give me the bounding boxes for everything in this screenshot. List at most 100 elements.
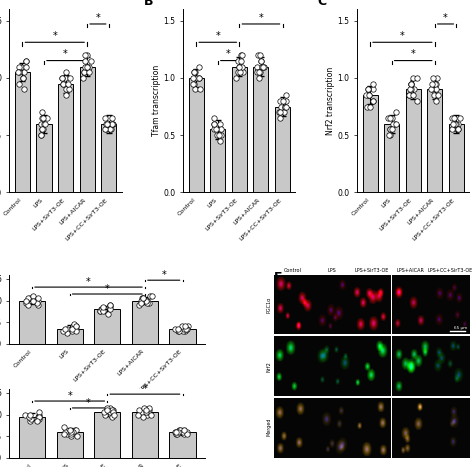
Point [96,308,104,315]
Point [104,404,111,412]
Point [60,327,67,334]
Point [67,430,74,438]
Bar [58,84,73,192]
Text: *: * [143,384,147,394]
Point [107,126,115,133]
Point [452,120,459,127]
Point [29,297,36,304]
Point [172,430,179,438]
Point [64,85,72,93]
Point [185,323,192,330]
Point [453,126,461,133]
Bar [406,89,421,192]
Bar [384,124,399,192]
Point [410,85,418,93]
Point [58,74,65,82]
Point [38,114,46,122]
Point [98,305,105,313]
Text: *: * [215,31,220,41]
Point [137,297,145,304]
Point [38,126,46,133]
Point [101,411,109,418]
Point [141,404,148,412]
Point [428,85,435,93]
Point [109,120,117,127]
Text: C: C [318,0,327,7]
Point [195,63,203,70]
Point [142,409,150,416]
Point [107,409,114,416]
Point [29,292,36,300]
Point [216,126,223,133]
Point [172,428,179,436]
Point [257,57,265,64]
Point [282,92,290,99]
Point [72,323,80,330]
Point [82,57,89,64]
Point [35,297,42,304]
Point [135,406,143,414]
Point [62,69,70,76]
Point [177,426,184,433]
Text: *: * [96,13,100,23]
Point [282,103,290,110]
Point [35,409,43,416]
Text: E: E [273,271,282,284]
Point [144,299,151,306]
Point [25,413,33,420]
Point [277,103,284,110]
Point [40,126,47,133]
Point [101,126,109,133]
Point [238,63,246,70]
Point [183,430,191,438]
Point [27,411,34,418]
Point [432,85,440,93]
Point [15,69,22,76]
Point [139,409,146,416]
Point [40,120,48,127]
Point [256,69,264,76]
Point [261,63,268,70]
Point [392,120,400,127]
Point [63,430,71,438]
Point [236,69,244,76]
Point [183,428,191,436]
Point [235,63,243,70]
Text: *: * [105,283,109,294]
Point [83,63,91,70]
Point [282,103,289,110]
Point [213,131,220,139]
Text: LPS+AICAR: LPS+AICAR [397,268,425,273]
Point [142,297,150,304]
Point [82,51,89,59]
Point [105,303,113,311]
Point [365,92,373,99]
Point [37,131,45,139]
Point [181,327,188,334]
Bar [427,89,442,192]
Point [384,114,392,122]
Bar [80,66,95,192]
Point [215,131,223,139]
Bar [232,66,247,192]
Point [102,120,110,127]
Point [35,413,43,420]
Point [72,323,80,330]
Point [195,74,203,82]
Point [179,428,187,436]
Point [413,97,420,105]
Point [275,108,283,116]
Point [108,413,116,420]
Point [72,327,79,334]
Bar [132,301,158,344]
Bar [19,417,45,458]
Point [448,114,456,122]
Point [237,51,245,59]
Text: *: * [86,397,91,408]
Point [181,426,188,433]
Point [68,325,76,333]
Bar [101,124,116,192]
Point [38,126,46,133]
Point [37,120,45,127]
Point [83,63,91,70]
